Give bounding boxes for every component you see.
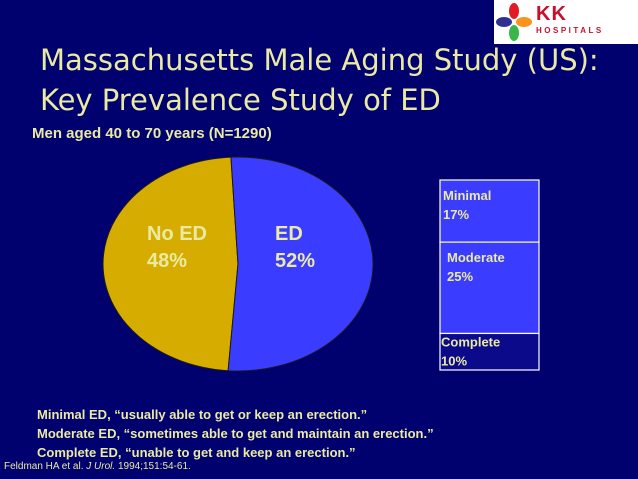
bar-value-complete: 10% [441,353,467,368]
definition-moderate: Moderate ED, “sometimes able to get and … [37,426,434,441]
title-line-2: Key Prevalence Study of ED [40,83,441,117]
bar-label-complete: Complete [441,334,500,349]
slice-label-ed: ED [275,223,303,245]
bar-value-minimal: 17% [443,207,469,222]
citation: Feldman HA et al. J Urol. 1994;151:54-61… [4,461,191,472]
bar-value-moderate: 25% [447,269,473,284]
citation-details: 1994;151:54-61. [115,461,191,472]
bar-segment-complete [439,332,540,371]
logo-subtext: HOSPITALS [536,26,604,35]
definition-minimal: Minimal ED, “usually able to get or keep… [37,407,368,422]
slide-subtitle: Men aged 40 to 70 years (N=1290) [32,125,272,142]
title-line-1: Massachusetts Male Aging Study (US): [40,43,599,77]
logo-petal-left [496,17,512,27]
pie-slice-no-ed [102,156,239,372]
definitions: Minimal ED, “usually able to get or keep… [37,405,434,462]
slice-value-no-ed: 48% [147,250,187,272]
bar-label-moderate: Moderate [447,250,505,265]
bar-segment-moderate [439,241,540,335]
slide-title: Massachusetts Male Aging Study (US): Key… [40,40,599,120]
logo-text: KK [536,3,567,25]
bar-segment-minimal [439,179,540,243]
logo-petal-bottom [509,25,519,41]
logo-petal-right [516,17,532,27]
kk-hospitals-logo: KK HOSPITALS [494,0,638,44]
pie-slice-ed [227,156,374,372]
bar-label-minimal: Minimal [443,188,491,203]
slice-label-no-ed: No ED [147,223,207,245]
citation-journal: J Urol. [86,461,116,472]
citation-authors: Feldman HA et al. [4,461,87,472]
kk-cross-icon [496,3,532,41]
logo-petal-top [509,3,519,19]
definition-complete: Complete ED, “unable to get and keep an … [37,445,356,460]
slice-value-ed: 52% [275,250,315,272]
